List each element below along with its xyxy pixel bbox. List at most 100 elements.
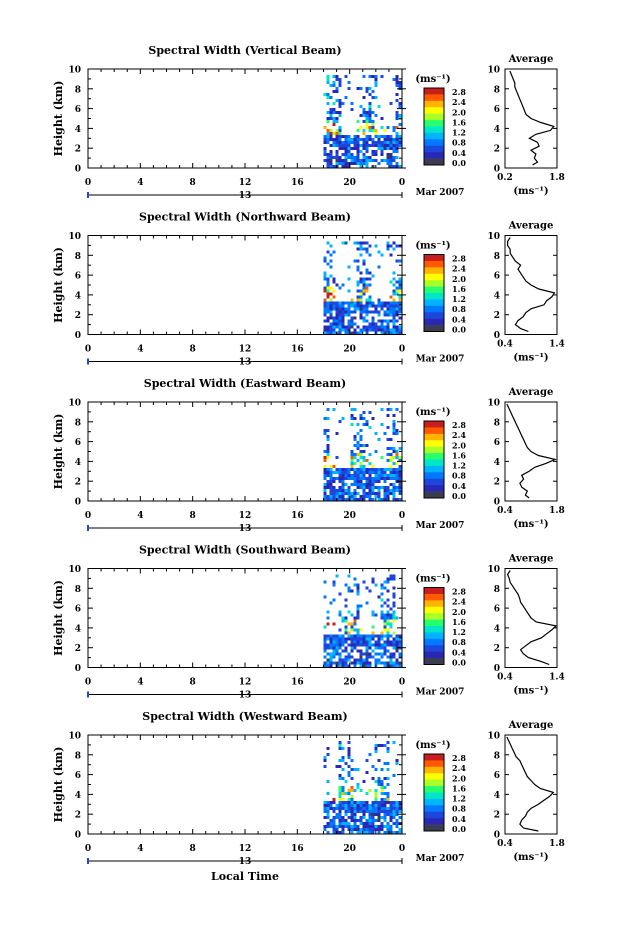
- heatmap-cell: [326, 456, 330, 459]
- heatmap-cell: [380, 592, 384, 596]
- heatmap-cell: [341, 822, 345, 825]
- heatmap-cell: [323, 483, 327, 486]
- heatmap-cell: [389, 661, 393, 665]
- heatmap-cell: [338, 477, 342, 480]
- average-y-tick-label: 4: [494, 125, 500, 135]
- heatmap-cell: [356, 807, 360, 810]
- heatmap-cell: [356, 613, 360, 617]
- heatmap-cell: [392, 298, 396, 302]
- heatmap-cell: [362, 132, 366, 135]
- heatmap-cell: [398, 328, 402, 332]
- heatmap-cell: [332, 661, 336, 665]
- heatmap-cell: [326, 129, 330, 132]
- heatmap-cell: [371, 129, 375, 132]
- heatmap-cell: [386, 750, 390, 753]
- heatmap-cell: [347, 807, 351, 810]
- heatmap-cell: [374, 495, 378, 498]
- heatmap-cell: [386, 313, 390, 317]
- heatmap-cell: [341, 661, 345, 665]
- heatmap-cell: [380, 319, 384, 323]
- heatmap-cell: [386, 408, 390, 411]
- heatmap-cell: [365, 250, 369, 254]
- heatmap-cell: [332, 138, 336, 141]
- heatmap-cell: [389, 643, 393, 647]
- heatmap-cell: [341, 756, 345, 759]
- heatmap-cell: [350, 646, 354, 650]
- heatmap-cell: [377, 495, 381, 498]
- heatmap-cell: [359, 253, 363, 257]
- colorbar-segment: [424, 824, 444, 832]
- heatmap-cell: [362, 75, 366, 78]
- heatmap-cell: [389, 468, 393, 471]
- heatmap-cell: [392, 592, 396, 596]
- heatmap-cell: [332, 120, 336, 123]
- heatmap-cell: [332, 637, 336, 641]
- heatmap-cell: [377, 480, 381, 483]
- heatmap-cell: [332, 111, 336, 114]
- heatmap-cell: [368, 492, 372, 495]
- heatmap-cell: [332, 583, 336, 587]
- heatmap-cell: [323, 759, 327, 762]
- heatmap-cell: [386, 141, 390, 144]
- heatmap-cell: [395, 331, 399, 335]
- heatmap-cell: [344, 331, 348, 335]
- heatmap-cell: [386, 310, 390, 314]
- heatmap-cell: [332, 598, 336, 602]
- y-tick-label: 4: [75, 458, 81, 468]
- heatmap-cell: [386, 492, 390, 495]
- heatmap-cell: [383, 129, 387, 132]
- heatmap-cell: [362, 801, 366, 804]
- heatmap-cell: [386, 783, 390, 786]
- heatmap-cell: [374, 141, 378, 144]
- x-tick-label: 8: [190, 511, 196, 521]
- heatmap-cell: [353, 301, 357, 305]
- heatmap-cell: [383, 816, 387, 819]
- heatmap-cell: [362, 828, 366, 831]
- heatmap-cell: [329, 471, 333, 474]
- heatmap-cell: [380, 583, 384, 587]
- colorbar-tick-label: 0.8: [452, 138, 466, 148]
- heatmap-cell: [374, 780, 378, 783]
- heatmap-cell: [365, 298, 369, 302]
- heatmap-cell: [344, 646, 348, 650]
- heatmap-cell: [326, 831, 330, 834]
- heatmap-cell: [377, 313, 381, 317]
- heatmap-cell: [338, 84, 342, 87]
- colorbar-unit: (ms⁻¹): [415, 740, 450, 751]
- colorbar-tick-label: 0.0: [452, 158, 466, 168]
- heatmap-cell: [398, 831, 402, 834]
- heatmap-cell: [323, 153, 327, 156]
- heatmap-cell: [359, 241, 363, 245]
- heatmap-cell: [395, 135, 399, 138]
- heatmap-cell: [335, 87, 339, 90]
- heatmap-cell: [374, 789, 378, 792]
- average-y-tick-label: 10: [487, 66, 500, 76]
- colorbar-segment: [424, 805, 444, 813]
- heatmap-cell: [323, 580, 327, 584]
- heatmap-cell: [323, 486, 327, 489]
- heatmap-cell: [344, 498, 348, 501]
- heatmap-cell: [356, 634, 360, 638]
- heatmap-cell: [374, 661, 378, 665]
- heatmap-cell: [350, 462, 354, 465]
- heatmap-cell: [356, 768, 360, 771]
- heatmap-cell: [356, 325, 360, 329]
- heatmap-cell: [335, 828, 339, 831]
- heatmap-cell: [362, 141, 366, 144]
- heatmap-cell: [398, 144, 402, 147]
- heatmap-cell: [389, 816, 393, 819]
- heatmap-cell: [368, 159, 372, 162]
- heatmap-cell: [332, 489, 336, 492]
- heatmap-cell: [362, 780, 366, 783]
- heatmap-cell: [386, 498, 390, 501]
- heatmap-cell: [365, 471, 369, 474]
- heatmap-cell: [383, 643, 387, 647]
- heatmap-cell: [344, 616, 348, 620]
- heatmap-cell: [380, 423, 384, 426]
- colorbar-segment: [424, 587, 444, 595]
- heatmap-cell: [362, 652, 366, 656]
- heatmap-cell: [362, 807, 366, 810]
- heatmap-cell: [395, 658, 399, 662]
- heatmap-cell: [395, 162, 399, 165]
- heatmap-cell: [362, 637, 366, 641]
